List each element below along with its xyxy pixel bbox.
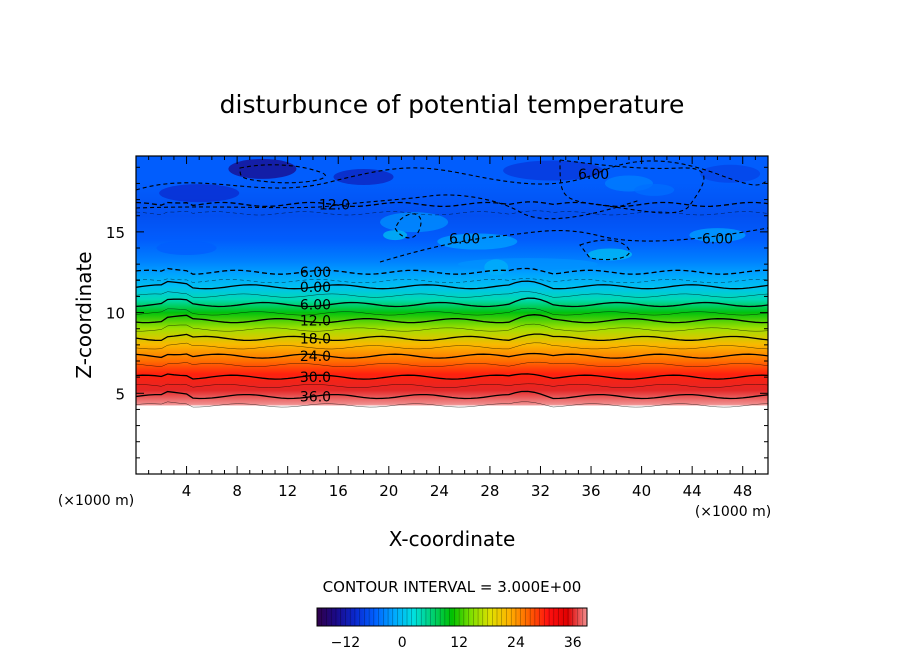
plot-area: 36.030.024.018.012.06.000.006.0012.06.00… [135,155,769,475]
contour-label: 6.00 [578,167,609,183]
contour-interval-text: CONTOUR INTERVAL = 3.000E+00 [323,578,582,596]
contour-line-minor [136,401,768,408]
field-feature [689,228,746,243]
y-tick-label: 5 [115,385,125,403]
contour-line-irregular [136,194,641,220]
x-tick-label: 40 [632,482,651,500]
contour-line [136,333,768,342]
chart-title: disturbunce of potential temperature [220,90,685,119]
colorbar-tick-label: 0 [398,635,407,651]
contour-line [136,267,768,275]
contour-line-irregular [239,164,326,184]
contour-label: 6.00 [449,231,480,247]
contour-line-irregular [136,160,768,191]
contour-line [136,373,768,380]
contour-line-minor [136,323,768,332]
y-axis-label: Z-coordinate [72,251,96,378]
field-feature [156,241,217,256]
x-tick-label: 16 [329,482,348,500]
contour-line-minor [136,361,768,367]
field-feature [437,233,518,250]
contour-line [136,352,768,359]
field-feature [634,183,675,196]
contour-label: 30.0 [300,370,331,386]
x-tick-label: 24 [430,482,449,500]
contour-line-minor [136,291,768,298]
x-tick-label: 8 [232,482,242,500]
contour-line [136,390,768,400]
x-tick-label: 32 [531,482,550,500]
contour-label: 12.0 [300,314,331,330]
field-feature [228,158,297,179]
contour-line [136,280,768,290]
field-feature [700,164,761,183]
colorbar-tick-label: 12 [450,635,468,651]
contour-line-minor [136,342,768,350]
contour-line-minor [136,307,768,316]
colorbar: −12 0 12 24 36 [316,607,588,651]
x-tick-label: 4 [182,482,192,500]
field-feature [333,168,394,185]
contour-label: 0.00 [300,280,331,296]
colorbar-frame [316,607,588,627]
contour-line-minor [136,210,768,216]
x-tick-label: 28 [480,482,499,500]
contour-label: 6.00 [300,265,331,281]
field-feature [380,212,449,233]
contour-label: 36.0 [300,390,331,406]
y-tick-label: 15 [106,224,125,242]
contour-label: 12.0 [319,197,350,213]
contour-line-minor [136,383,768,388]
contour-lines [136,159,768,408]
contour-line-minor [136,278,768,284]
colorbar-dividers [321,608,583,626]
contour-line [136,201,768,208]
field-feature [484,259,509,276]
y-tick-labels: 5 10 15 [106,224,125,403]
contour-line-irregular [379,227,768,263]
field-fill [136,156,768,474]
x-tick-labels: 4 8 12 16 20 24 28 32 36 40 44 48 [182,482,752,500]
colorbar-tick-label: 36 [564,635,582,651]
x-tick-label: 36 [581,482,600,500]
field-feature [159,184,240,203]
contour-line-irregular [559,159,705,214]
contour-label: 6.00 [702,231,733,247]
x-tick-label: 12 [278,482,297,500]
contour-line-irregular [579,239,631,261]
colorbar-tick-labels: −12 0 12 24 36 [331,635,582,651]
contour-label: 18.0 [300,331,331,347]
y-tick-label: 10 [106,305,125,323]
x-axis-unit-right: (×1000 m) [695,504,771,520]
contour-line [136,314,768,324]
field-feature [503,160,604,181]
colorbar-fill [317,608,587,626]
x-tick-label: 48 [733,482,752,500]
x-axis-unit-left: (×1000 m) [58,493,134,509]
x-axis-label: X-coordinate [389,527,516,551]
field-feature [383,230,408,241]
contour-labels: 36.030.024.018.012.06.000.006.0012.06.00… [300,167,733,406]
field-features [156,158,761,276]
colorbar-tick-label: −12 [331,635,361,651]
contour-label: 24.0 [300,349,331,365]
x-tick-label: 44 [683,482,702,500]
contour-line [136,297,768,308]
contour-label: 6.00 [300,298,331,314]
axis-ticks [136,156,768,474]
x-tick-label: 20 [379,482,398,500]
colorbar-tick-label: 24 [507,635,525,651]
